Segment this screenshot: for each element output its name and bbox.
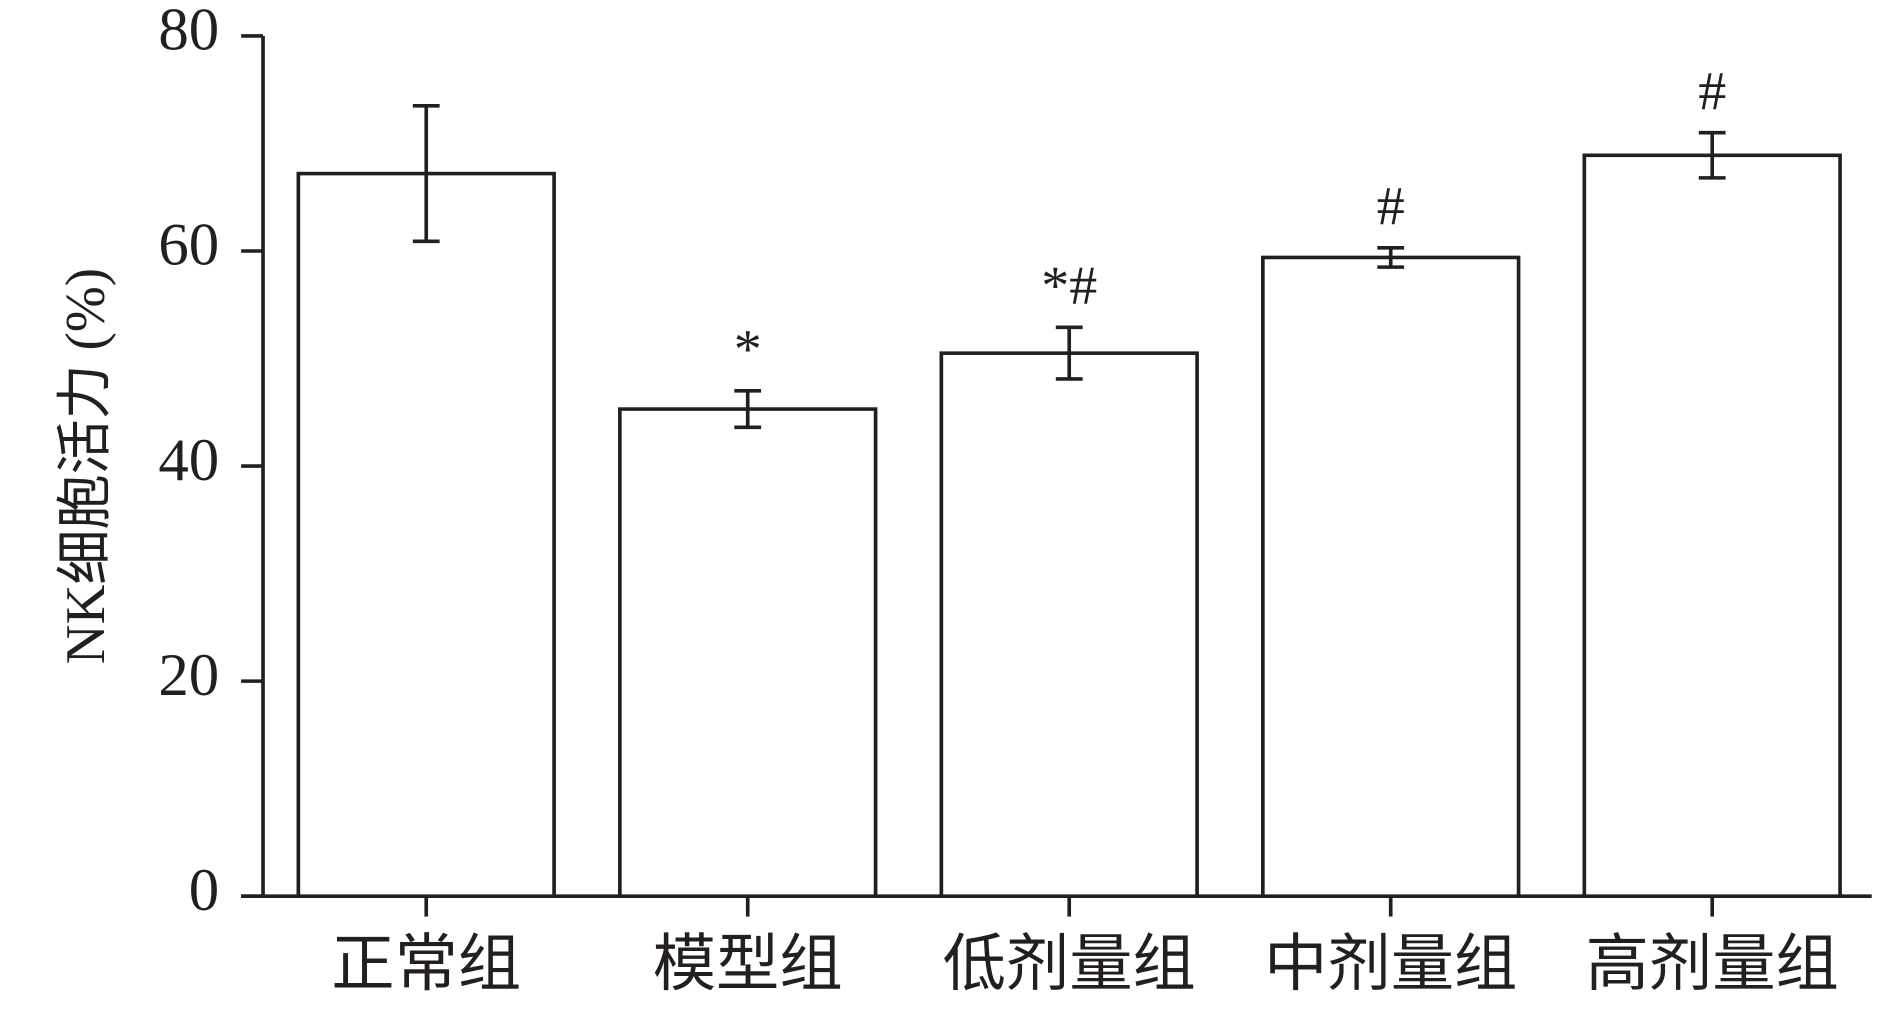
bar [1582,153,1842,898]
x-tick-label: 中剂量组 [1264,929,1517,998]
annotation: *# [1041,255,1097,316]
error-bar [1698,130,1726,180]
y-tick-label: 40 [158,427,219,493]
y-tick-label: 80 [158,0,219,64]
bar [1261,255,1521,898]
x-tick-label: 模型组 [653,929,843,998]
y-tick-label: 20 [158,642,219,708]
x-tick-label: 低剂量组 [943,929,1196,998]
error-bar [734,388,762,430]
error-bar [1377,245,1405,269]
bar [939,351,1199,898]
annotation: # [1698,61,1726,122]
y-tick-label: 60 [158,212,219,278]
error-bar [412,104,440,244]
annotation: * [734,319,762,380]
y-tick-label: 0 [189,857,219,923]
x-tick-label: 正常组 [331,929,521,998]
y-axis-label: NK细胞活力 (%) [55,268,118,664]
bar [296,171,556,898]
bar [618,407,878,898]
error-bar [1055,325,1083,381]
x-tick-label: 高剂量组 [1586,929,1839,998]
annotation: # [1377,176,1405,237]
